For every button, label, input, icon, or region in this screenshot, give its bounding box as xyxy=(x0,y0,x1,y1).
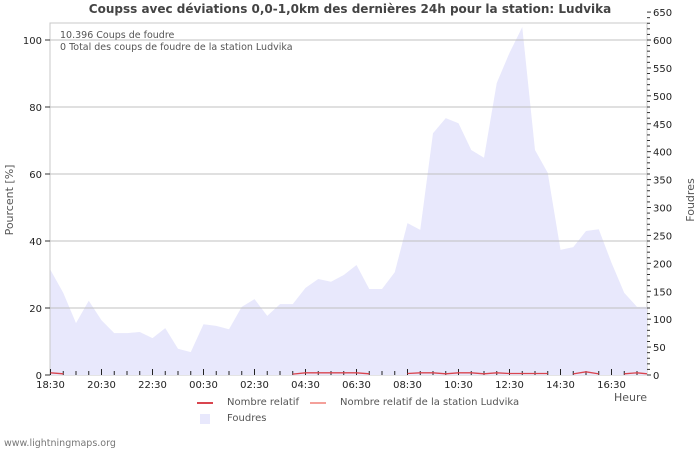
left-tick-label: 80 xyxy=(29,103,42,114)
right-tick-label: 50 xyxy=(653,343,666,354)
right-tick-label: 0 xyxy=(653,371,659,382)
left-tick-label: 0 xyxy=(36,371,42,382)
x-tick-label: 16:30 xyxy=(597,380,626,391)
chart-title: Coupss avec déviations 0,0-1,0km des der… xyxy=(88,2,612,16)
legend-line-swatch-icon xyxy=(310,401,326,404)
legend-box-swatch-icon xyxy=(200,413,210,424)
left-tick-label: 100 xyxy=(23,36,42,47)
legend-label: Nombre relatif de la station Ludvika xyxy=(340,397,520,408)
right-tick-label: 200 xyxy=(653,259,672,270)
x-tick-label: 02:30 xyxy=(240,380,269,391)
legend-line-swatch-icon xyxy=(197,401,213,404)
x-tick-label: 22:30 xyxy=(138,380,167,391)
x-tick-label: 06:30 xyxy=(342,380,371,391)
foudres-area xyxy=(50,27,647,376)
right-tick-label: 500 xyxy=(653,92,672,103)
right-tick-label: 650 xyxy=(653,8,672,19)
left-axis-title: Pourcent [%] xyxy=(3,165,16,236)
info-annotation: 10.396 Coups de foudre xyxy=(60,30,175,41)
x-tick-label: 20:30 xyxy=(87,380,116,391)
right-axis-title: Foudres xyxy=(684,178,697,222)
left-tick-label: 40 xyxy=(29,237,42,248)
right-tick-label: 450 xyxy=(653,120,672,131)
x-tick-label: 04:30 xyxy=(291,380,320,391)
legend-label: Foudres xyxy=(227,413,267,424)
right-tick-label: 250 xyxy=(653,231,672,242)
x-tick-label: 14:30 xyxy=(546,380,575,391)
nombre-relatif-line xyxy=(50,371,648,375)
right-tick-label: 350 xyxy=(653,176,672,187)
legend-item-foudres: Foudres xyxy=(197,413,266,424)
footer-credit: www.lightningmaps.org xyxy=(4,438,116,449)
right-tick-label: 400 xyxy=(653,148,672,159)
legend-label: Nombre relatif xyxy=(227,397,300,408)
right-tick-label: 150 xyxy=(653,287,672,298)
x-tick-label: 00:30 xyxy=(189,380,218,391)
right-tick-label: 300 xyxy=(653,204,672,215)
legend-item-nombre-relatif-station: Nombre relatif de la station Ludvika xyxy=(310,397,519,408)
left-tick-label: 20 xyxy=(29,304,42,315)
right-tick-label: 100 xyxy=(653,315,672,326)
right-tick-label: 600 xyxy=(653,36,672,47)
right-tick-label: 550 xyxy=(653,64,672,75)
x-tick-label: 10:30 xyxy=(444,380,473,391)
x-axis-title: Heure xyxy=(614,391,647,404)
x-tick-label: 08:30 xyxy=(393,380,422,391)
left-tick-label: 60 xyxy=(29,170,42,181)
x-tick-label: 18:30 xyxy=(36,380,65,391)
legend-item-nombre-relatif: Nombre relatif xyxy=(197,397,299,408)
info-annotation: 0 Total des coups de foudre de la statio… xyxy=(60,42,293,53)
x-tick-label: 12:30 xyxy=(495,380,524,391)
